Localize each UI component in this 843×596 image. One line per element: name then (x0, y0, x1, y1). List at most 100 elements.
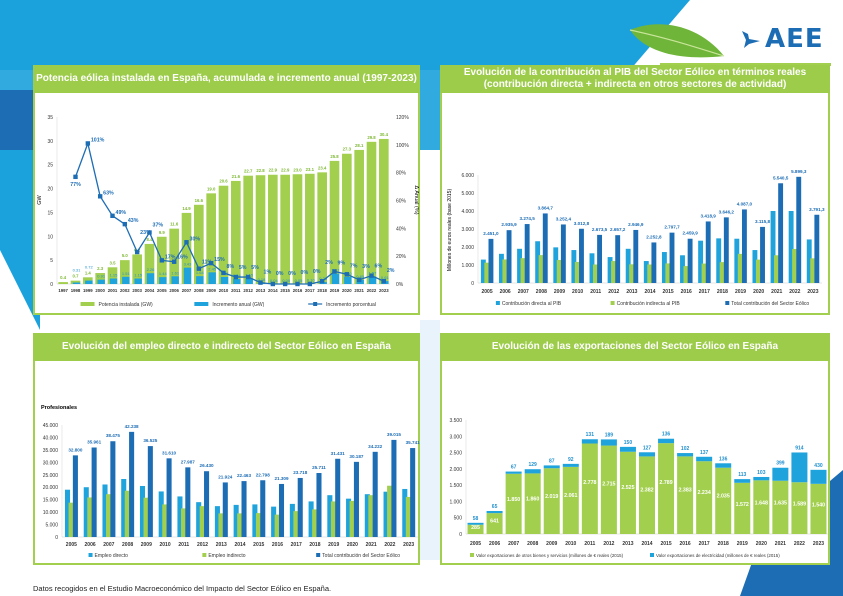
x-tick-label: 2020 (753, 289, 764, 295)
data-label-installed: 11.6 (170, 222, 179, 227)
data-label-total: 2.935,9 (501, 222, 517, 227)
data-label-other: 2.715 (602, 481, 615, 487)
x-tick-label: 2020 (342, 288, 352, 293)
bar-direct (308, 501, 314, 537)
bar-installed (107, 267, 118, 284)
bar-other-exports (772, 480, 789, 534)
y-tick-label: 2.000 (449, 467, 462, 473)
data-label-increment: 0.05 (295, 278, 304, 283)
bar-indirect (68, 502, 74, 537)
bar-total (166, 458, 172, 537)
legend-label: Contribución directa al PIB (502, 301, 562, 307)
x-tick-label: 2004 (145, 288, 155, 293)
data-label-increment: 0.85 (356, 274, 365, 279)
point-percent-increase (381, 279, 387, 284)
bar-installed (268, 174, 278, 284)
x-tick-label: 2017 (699, 289, 710, 295)
data-label-installed: 0.4 (60, 275, 67, 280)
chart-title: Evolución de las exportaciones del Secto… (491, 341, 779, 352)
data-label-electricity: 103 (757, 470, 766, 476)
data-label-installed: 0.7 (73, 274, 80, 279)
data-label-increment: 0.39 (319, 276, 328, 281)
data-label-percent: 0% (288, 271, 296, 277)
y-tick-label: 0 (55, 535, 58, 541)
point-percent-increase (159, 258, 165, 263)
data-label-installed: 30.4 (380, 132, 389, 137)
y-tick-label: 45.000 (43, 423, 59, 429)
data-label-percent: 5% (239, 265, 247, 271)
y-tick-label: 35 (47, 115, 53, 121)
bar-total (579, 228, 584, 283)
data-label-increment: 1.15 (134, 273, 143, 278)
bar-indirect (611, 261, 616, 283)
legend-swatch (725, 301, 730, 305)
bar-installed (243, 175, 253, 284)
bar-other-exports (734, 482, 751, 534)
x-tick-label: 2017 (699, 541, 710, 547)
bar-total (222, 482, 228, 537)
y-tick-label: 3.000 (461, 227, 474, 233)
bar-indirect (180, 508, 187, 537)
legend-label: Potencia instalada (GW) (99, 302, 154, 308)
legend-swatch (316, 553, 321, 557)
data-label-increment: 1.64 (196, 270, 205, 275)
bar-electricity-exports (677, 453, 694, 457)
y-tick-label: 1.000 (449, 499, 462, 505)
data-label-installed: 16.6 (195, 198, 204, 203)
x-tick-label: 2019 (328, 542, 339, 548)
bar-installed (292, 174, 303, 284)
bar-indirect (87, 497, 93, 537)
bar-indirect (556, 259, 562, 283)
bar-indirect (683, 266, 689, 283)
bar-electricity-exports (753, 476, 770, 481)
chart-title: Evolución del empleo directo e indirecto… (62, 341, 391, 352)
y-tick-label: 15.000 (43, 498, 59, 504)
panel-installed-capacity: Potencia eólica instalada en España, acu… (33, 65, 420, 315)
y-tick-label: 3.000 (449, 434, 462, 440)
point-percent-increase (245, 274, 251, 280)
bar-total (185, 467, 191, 537)
y-tick-label: 6.000 (461, 173, 474, 179)
bar-direct (770, 211, 776, 283)
bar-other-exports (562, 466, 579, 534)
legend-label: Total contribución del Sector Eólico (322, 553, 400, 559)
data-label-other: 285 (471, 525, 480, 531)
bar-direct (196, 502, 202, 537)
point-percent-increase (282, 281, 288, 287)
x-tick-label: 2022 (794, 541, 805, 547)
data-label-other: 1.540 (812, 502, 825, 508)
legend-label: Total contribución del Sector Eólico (731, 301, 809, 307)
bar-other-exports (581, 443, 598, 534)
data-label-total: 5.540,5 (773, 175, 789, 180)
data-label-total: 31.431 (331, 451, 345, 456)
y-tick-label: 1.500 (449, 483, 462, 489)
data-label-percent: 9% (338, 260, 346, 266)
data-label-percent: 23% (140, 230, 151, 236)
x-tick-label: 2003 (132, 288, 142, 293)
bar-indirect (293, 511, 299, 537)
x-tick-label: 2006 (500, 289, 511, 295)
bar-increment (109, 278, 118, 284)
data-label-installed: 29.8 (367, 135, 376, 140)
bar-indirect (665, 263, 671, 283)
bar-total (814, 214, 820, 283)
y-tick-label: 30 (47, 139, 53, 145)
bar-installed (218, 185, 229, 284)
bar-installed (120, 260, 130, 284)
x-tick-label: 2005 (470, 541, 481, 547)
bar-indirect (199, 506, 205, 537)
x-tick-label: 2018 (317, 288, 327, 293)
bar-indirect (255, 513, 261, 537)
bar-indirect (701, 263, 707, 283)
bar-other-exports (543, 468, 560, 534)
data-label-total: 5.899,3 (791, 169, 807, 174)
bar-total (147, 446, 153, 537)
x-tick-label: 2006 (85, 542, 96, 548)
bar-other-exports (753, 480, 770, 534)
data-label-electricity: 914 (795, 445, 804, 451)
bar-installed (280, 174, 290, 284)
x-tick-label: 2012 (603, 541, 614, 547)
bar-total (778, 183, 784, 283)
x-tick-label: 2023 (813, 541, 824, 547)
bar-direct (643, 261, 649, 283)
